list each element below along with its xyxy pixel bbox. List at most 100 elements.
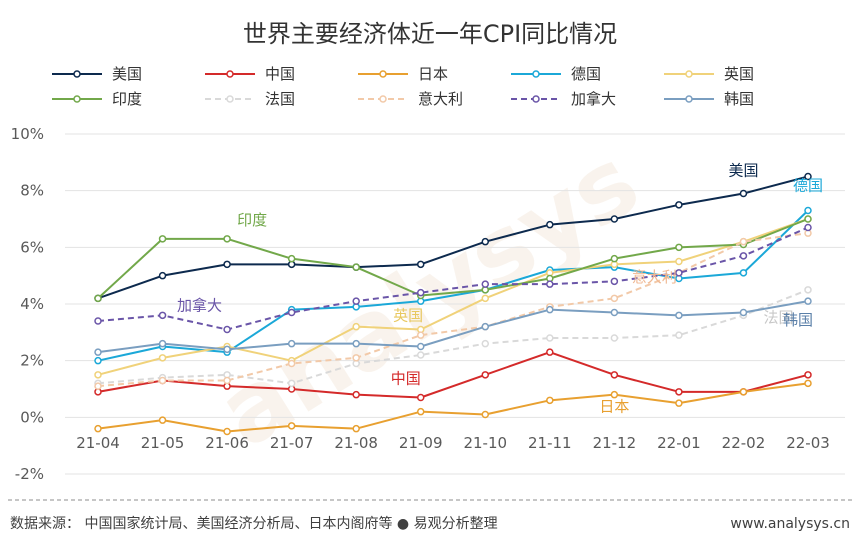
data-point (223, 260, 231, 269)
legend-label: 意大利 (418, 90, 463, 108)
x-tick-label: 21-08 (334, 434, 378, 452)
grid (65, 133, 845, 475)
x-tick-label: 21-06 (205, 434, 249, 452)
series-line (97, 175, 809, 300)
data-point (546, 220, 554, 229)
legend-marker (226, 95, 234, 103)
series-annotation: 意大利 (632, 268, 677, 286)
series-e58db0e5baa6 (94, 215, 812, 303)
data-point (481, 339, 490, 348)
data-point (416, 288, 425, 297)
data-point (94, 371, 102, 379)
data-point (739, 189, 748, 198)
data-point (416, 407, 425, 416)
x-tick-label: 21-09 (399, 434, 443, 452)
data-point (675, 269, 683, 277)
series-line (97, 232, 809, 388)
legend-label: 韩国 (724, 90, 754, 108)
series-line (97, 382, 809, 433)
data-point (610, 215, 619, 223)
data-point (158, 354, 167, 362)
data-point (546, 396, 554, 405)
legend-marker (532, 95, 540, 103)
data-point (287, 422, 296, 430)
legend-item: 美国 (52, 65, 142, 83)
series-line (97, 351, 809, 399)
data-point (675, 257, 683, 266)
data-point (416, 393, 425, 402)
legend-label: 英国 (724, 65, 754, 83)
legend-marker (73, 70, 81, 78)
data-point (158, 235, 167, 243)
data-point (804, 215, 812, 223)
data-point (287, 359, 296, 368)
series-annotation: 韩国 (783, 311, 813, 329)
series-line (97, 218, 809, 300)
series-annotation: 加拿大 (177, 296, 222, 314)
data-point (610, 254, 619, 263)
data-point (287, 254, 296, 263)
data-point (158, 339, 167, 348)
series-e7be8ee59bbd (94, 172, 812, 303)
y-tick-label: 8% (20, 182, 44, 200)
data-point (546, 280, 554, 288)
data-point (352, 322, 360, 331)
y-tick-label: 10% (11, 125, 44, 143)
data-point (481, 237, 490, 246)
data-point (416, 351, 425, 359)
data-point (675, 388, 683, 396)
data-point (223, 427, 231, 436)
data-point (352, 354, 360, 362)
series-annotation: 中国 (391, 370, 421, 388)
x-tick-label: 21-05 (141, 434, 185, 452)
data-point (287, 339, 296, 348)
data-point (94, 317, 102, 325)
legend-item: 加拿大 (511, 90, 616, 108)
data-point (739, 252, 748, 260)
data-point (804, 297, 812, 305)
data-point (804, 379, 812, 388)
data-point (804, 286, 812, 294)
x-tick-label: 22-01 (657, 434, 701, 452)
data-point (739, 269, 748, 277)
watermark: analysys (199, 125, 657, 469)
series-annotation: 英国 (393, 307, 423, 325)
data-point (804, 371, 812, 379)
y-tick-label: 6% (20, 238, 44, 256)
source-note: 数据来源： 中国国家统计局、美国经济分析局、日本内阁府等 ● 易观分析整理 (10, 515, 498, 532)
series-annotation: 德国 (793, 177, 823, 195)
x-axis: 21-04 21-05 21-06 21-07 21-08 21-09 21-10 21-11… (76, 434, 830, 452)
data-point (352, 263, 360, 271)
data-point (223, 345, 231, 354)
legend-item: 德国 (511, 65, 601, 83)
legend-marker (685, 95, 693, 103)
series-e58aa0e68bbfe5a4a7 (94, 223, 812, 334)
data-point (223, 325, 231, 334)
series-e99fa9e59bbd (94, 297, 812, 356)
legend-item: 中国 (205, 65, 295, 83)
data-point (610, 308, 619, 317)
legend-item: 韩国 (664, 90, 754, 108)
data-point (94, 348, 102, 356)
legend-label: 印度 (112, 90, 142, 108)
data-point (94, 382, 102, 390)
chart-title: 世界主要经济体近一年CPI同比情况 (243, 20, 617, 48)
data-point (416, 331, 425, 339)
data-point (352, 390, 360, 399)
data-point (804, 172, 812, 181)
legend-label: 德国 (571, 65, 601, 83)
data-point (675, 331, 683, 339)
data-point (94, 294, 102, 303)
series-annotation: 美国 (728, 162, 758, 180)
data-point (804, 206, 812, 215)
data-point (94, 356, 102, 365)
legend-item: 意大利 (358, 90, 463, 108)
data-point (804, 223, 812, 232)
data-point (675, 399, 683, 407)
data-point (158, 416, 167, 424)
legend-label: 法国 (265, 90, 295, 108)
data-point (546, 305, 554, 314)
